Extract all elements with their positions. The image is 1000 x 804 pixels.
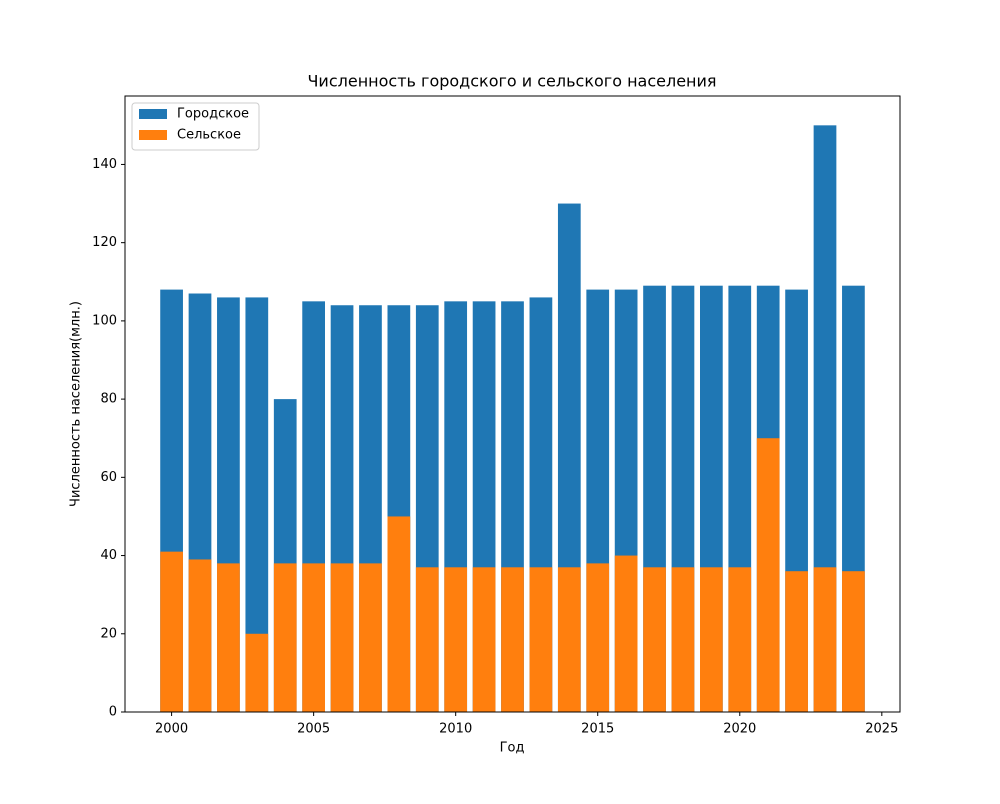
chart-title: Численность городского и сельского насел… [307,72,716,91]
bar [217,563,240,712]
bar [387,516,411,712]
bar [330,563,354,712]
bar [302,563,325,712]
bar [586,563,610,712]
bar [842,571,865,712]
bar [501,567,524,712]
bar [700,567,723,712]
y-tick-label: 20 [100,626,117,641]
bar [245,297,269,712]
bar [444,567,468,712]
bar [472,567,496,712]
x-tick-label: 2015 [581,722,614,737]
x-tick-label: 2000 [155,722,188,737]
bar [614,555,638,712]
y-tick-label: 0 [109,705,117,720]
bar [415,567,439,712]
y-tick-label: 120 [92,235,117,250]
bar [756,438,780,712]
bar [785,571,808,712]
x-tick-label: 2010 [439,722,472,737]
legend-swatch [139,130,167,140]
legend-swatch [139,109,167,119]
bar [643,567,666,712]
y-tick-label: 60 [100,470,117,485]
legend-label: Городское [177,107,249,122]
bar [671,567,695,712]
bar [245,633,269,712]
x-tick-label: 2025 [865,722,898,737]
bar [813,125,837,713]
y-tick-label: 80 [100,392,117,407]
x-tick-label: 2005 [297,722,330,737]
bar [160,551,183,712]
y-tick-label: 100 [92,313,117,328]
bar [529,567,553,712]
y-tick-label: 140 [92,157,117,172]
plot-frame [124,95,901,713]
legend-label: Сельское [177,128,241,143]
bar [188,559,212,712]
bar [728,567,752,712]
bar [813,567,837,712]
bar [273,563,297,712]
bar [557,567,581,712]
x-tick-label: 2020 [723,722,756,737]
y-tick-label: 40 [100,548,117,563]
x-axis-label: Год [500,741,525,756]
y-axis-label: Численность населения(млн.) [69,301,84,507]
bar [359,563,382,712]
